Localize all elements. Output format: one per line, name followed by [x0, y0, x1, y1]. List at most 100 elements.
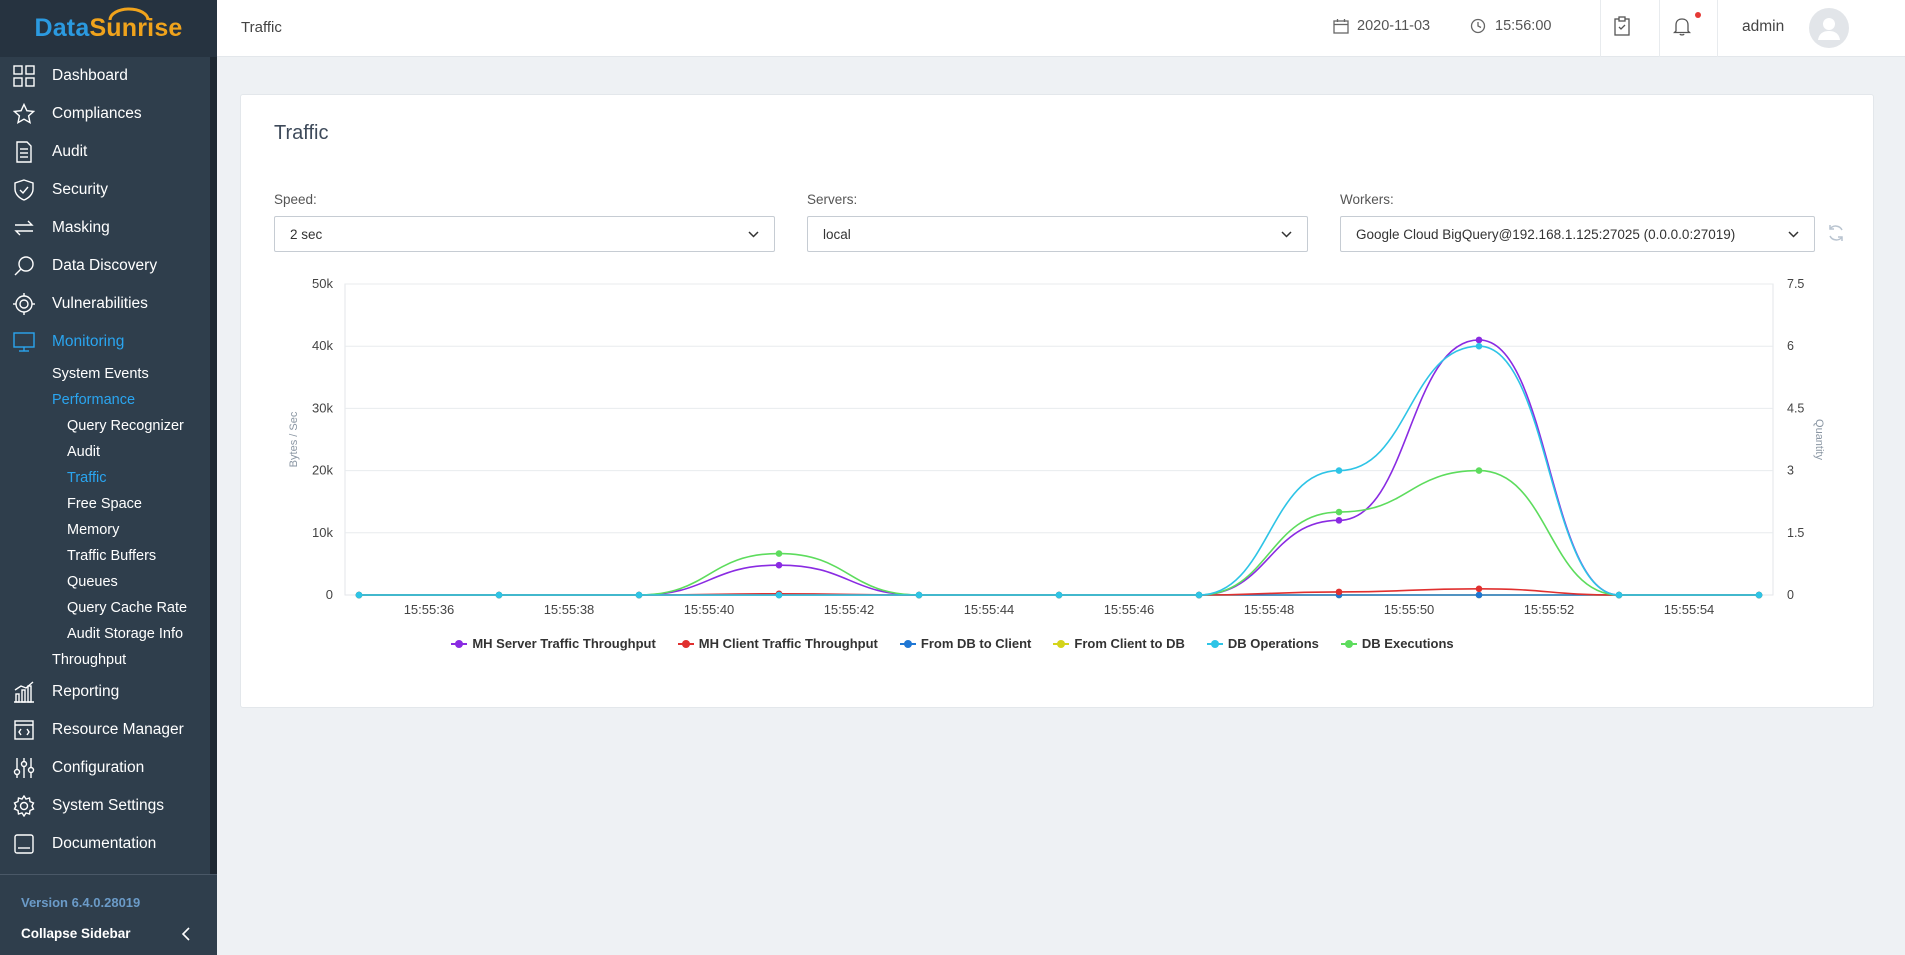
nav-traffic-label: Traffic — [67, 470, 107, 486]
workers-label: Workers: — [1340, 192, 1394, 207]
data-point-db-operations — [1615, 591, 1623, 599]
speed-select[interactable]: 2 sec — [274, 216, 775, 252]
legend-item-mh-client-traffic-throughput[interactable]: MH Client Traffic Throughput — [677, 636, 878, 651]
nav-configuration[interactable]: Configuration — [0, 749, 210, 787]
legend-marker — [899, 639, 916, 649]
data-point-mh-client-traffic-throughput — [1335, 588, 1343, 596]
avatar[interactable] — [1809, 8, 1849, 48]
nav-resource-manager[interactable]: Resource Manager — [0, 711, 210, 749]
servers-select[interactable]: local — [807, 216, 1308, 252]
nav-perf-audit-label: Audit — [67, 444, 101, 460]
legend-item-mh-server-traffic-throughput[interactable]: MH Server Traffic Throughput — [451, 636, 656, 651]
data-point-mh-client-traffic-throughput — [1475, 585, 1483, 593]
legend-item-from-db-to-client[interactable]: From DB to Client — [899, 636, 1032, 651]
x-tick-label: 15:55:44 — [964, 602, 1015, 617]
nav-free-space[interactable]: Free Space — [0, 491, 210, 517]
chevron-down-icon — [1787, 228, 1800, 244]
data-point-db-operations — [1055, 591, 1063, 599]
clipboard-icon[interactable] — [1613, 16, 1631, 41]
nav-perf-audit[interactable]: Audit — [0, 439, 210, 465]
version-label: Version 6.4.0.28019 — [21, 895, 141, 910]
nav-query-recognizer[interactable]: Query Recognizer — [0, 413, 210, 439]
y2-tick-label: 6 — [1787, 339, 1794, 353]
card-title: Traffic — [274, 122, 329, 144]
header-time[interactable]: 15:56:00 — [1470, 18, 1551, 34]
nav-security[interactable]: Security — [0, 171, 210, 209]
nav-performance[interactable]: Performance — [0, 387, 210, 413]
legend-label: From DB to Client — [920, 636, 1032, 651]
top-header: Traffic 2020-11-03 15:56:00 admin — [217, 0, 1905, 57]
nav-audit-storage-info[interactable]: Audit Storage Info — [0, 621, 210, 647]
user-name[interactable]: admin — [1742, 18, 1785, 35]
data-point-mh-server-traffic-throughput — [1335, 517, 1343, 524]
refresh-icon[interactable] — [1826, 223, 1846, 248]
nav-memory[interactable]: Memory — [0, 517, 210, 543]
calendar-icon — [1333, 18, 1349, 34]
nav-vulnerabilities-label: Vulnerabilities — [52, 295, 148, 312]
legend-item-db-operations[interactable]: DB Operations — [1206, 636, 1319, 651]
collapse-sidebar-button[interactable]: Collapse Sidebar — [21, 926, 131, 941]
chevron-down-icon — [747, 228, 760, 244]
nav-masking[interactable]: Masking — [0, 209, 210, 247]
header-date[interactable]: 2020-11-03 — [1333, 18, 1430, 34]
sunrise-logo-icon — [108, 7, 150, 21]
header-divider — [1600, 0, 1601, 57]
nav-traffic[interactable]: Traffic — [0, 465, 210, 491]
nav-query-cache-rate[interactable]: Query Cache Rate — [0, 595, 210, 621]
nav-throughput[interactable]: Throughput — [0, 647, 210, 673]
y-tick-label: 10k — [312, 525, 333, 540]
nav-performance-label: Performance — [52, 392, 136, 408]
nav-traffic-buffers[interactable]: Traffic Buffers — [0, 543, 210, 569]
chevron-left-icon[interactable] — [180, 926, 192, 947]
doc-icon — [12, 832, 36, 856]
nav-queues[interactable]: Queues — [0, 569, 210, 595]
nav-monitoring[interactable]: Monitoring — [0, 323, 210, 361]
workers-select[interactable]: Google Cloud BigQuery@192.168.1.125:2702… — [1340, 216, 1815, 252]
y2-tick-label: 0 — [1787, 588, 1794, 602]
sidebar-footer: Version 6.4.0.28019 Collapse Sidebar — [0, 874, 217, 955]
monitor-icon — [12, 330, 36, 354]
sidebar: DataSunrise Dashboard Compliances Audit … — [0, 0, 217, 955]
speed-label: Speed: — [274, 192, 317, 207]
nav-reporting[interactable]: Reporting — [0, 673, 210, 711]
app-logo[interactable]: DataSunrise — [0, 0, 217, 57]
sidebar-nav: Dashboard Compliances Audit Security Mas… — [0, 57, 210, 874]
y2-tick-label: 4.5 — [1787, 401, 1804, 415]
legend-item-db-executions[interactable]: DB Executions — [1340, 636, 1454, 651]
y-tick-label: 50k — [312, 276, 333, 291]
data-point-db-operations — [775, 591, 783, 599]
header-divider — [1659, 0, 1660, 57]
nav-system-settings[interactable]: System Settings — [0, 787, 210, 825]
nav-data-discovery[interactable]: Data Discovery — [0, 247, 210, 285]
nav-compliances[interactable]: Compliances — [0, 95, 210, 133]
nav-audit[interactable]: Audit — [0, 133, 210, 171]
nav-dashboard-label: Dashboard — [52, 67, 128, 84]
nav-vulnerabilities[interactable]: Vulnerabilities — [0, 285, 210, 323]
x-tick-label: 15:55:48 — [1244, 602, 1295, 617]
bell-icon[interactable] — [1672, 16, 1692, 41]
data-point-db-operations — [635, 591, 643, 599]
nav-configuration-label: Configuration — [52, 759, 145, 776]
data-point-db-operations — [355, 591, 363, 599]
nav-compliances-label: Compliances — [52, 105, 142, 122]
page-title: Traffic — [241, 19, 282, 36]
magnifier-icon — [12, 254, 36, 278]
user-icon — [1818, 18, 1840, 40]
logo-text-sunrise: Sunrise — [89, 14, 183, 42]
x-tick-label: 15:55:54 — [1664, 602, 1715, 617]
legend-marker — [1206, 639, 1223, 649]
servers-label: Servers: — [807, 192, 858, 207]
notification-badge — [1695, 12, 1701, 18]
nav-security-label: Security — [52, 181, 108, 198]
legend-label: DB Operations — [1227, 636, 1319, 651]
nav-free-space-label: Free Space — [67, 496, 142, 512]
sidebar-scrollbar[interactable] — [210, 57, 217, 874]
x-tick-label: 15:55:46 — [1104, 602, 1155, 617]
nav-resource-manager-label: Resource Manager — [52, 721, 184, 738]
nav-system-events[interactable]: System Events — [0, 361, 210, 387]
data-point-mh-server-traffic-throughput — [775, 561, 783, 569]
legend-item-from-client-to-db[interactable]: From Client to DB — [1053, 636, 1185, 651]
nav-documentation[interactable]: Documentation — [0, 825, 210, 863]
nav-dashboard[interactable]: Dashboard — [0, 57, 210, 95]
x-tick-label: 15:55:42 — [824, 602, 875, 617]
